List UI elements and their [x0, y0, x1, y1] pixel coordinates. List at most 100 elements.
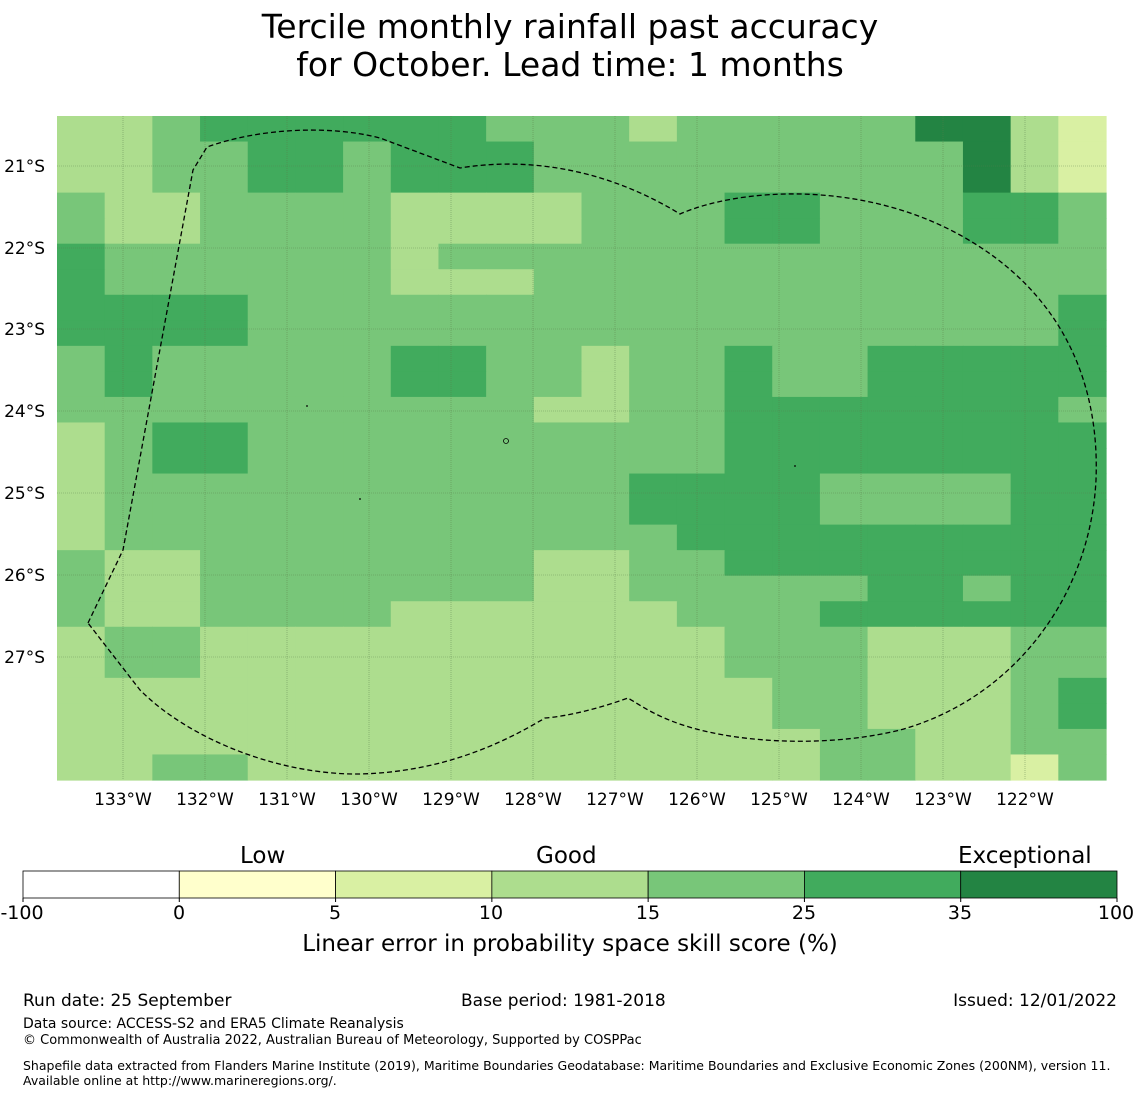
grid-cell: [247, 396, 297, 424]
grid-cell: [57, 371, 106, 398]
grid-cell: [104, 575, 153, 602]
grid-cell: [915, 550, 964, 577]
grid-cell: [1058, 550, 1107, 577]
grid-cell: [390, 243, 440, 270]
grid-cell: [629, 601, 678, 628]
grid-cell: [724, 703, 773, 730]
grid-cell: [1010, 652, 1059, 679]
grid-cell: [1010, 601, 1059, 628]
grid-cell: [1058, 422, 1107, 449]
grid-cell: [247, 422, 297, 449]
grid-cell: [581, 192, 630, 219]
grid-cell: [390, 269, 440, 296]
grid-cell: [247, 575, 297, 602]
grid-cell: [533, 652, 583, 679]
grid-cell: [819, 141, 869, 168]
grid-cell: [581, 141, 630, 168]
grid-cell: [152, 422, 201, 449]
grid-cell: [1058, 218, 1107, 245]
grid-cell: [438, 167, 487, 194]
grid-cell: [724, 524, 773, 551]
grid-cell: [1010, 218, 1059, 245]
grid-cell: [629, 754, 678, 781]
grid-cell: [295, 243, 344, 270]
grid-cell: [486, 550, 535, 577]
latitude-label: 22°S: [4, 239, 45, 259]
grid-cell: [915, 116, 964, 143]
grid-cell: [343, 728, 392, 756]
grid-cell: [533, 754, 583, 781]
longitude-label: 126°W: [668, 790, 726, 810]
grid-cell: [724, 294, 773, 321]
grid-cell: [1058, 448, 1107, 475]
grid-cell: [676, 473, 726, 500]
grid-cell: [200, 575, 249, 602]
grid-cell: [962, 524, 1012, 551]
grid-cell: [915, 269, 964, 296]
grid-cell: [772, 703, 821, 730]
grid-cell: [438, 422, 487, 449]
grid-cell: [676, 754, 726, 781]
grid-cell: [57, 422, 106, 449]
grid-cell: [581, 473, 630, 500]
grid-cell: [57, 243, 106, 270]
grid-cell: [486, 422, 535, 449]
grid-cell: [152, 269, 201, 296]
grid-cell: [295, 371, 344, 398]
grid-cell: [1058, 167, 1107, 194]
grid-cell: [724, 116, 773, 143]
grid-cell: [724, 422, 773, 449]
grid-cell: [772, 320, 821, 347]
grid-cell: [152, 575, 201, 602]
grid-cell: [152, 626, 201, 653]
grid-cell: [676, 192, 726, 219]
grid-cell: [390, 728, 440, 756]
grid-cell: [200, 320, 249, 347]
grid-cell: [438, 269, 487, 296]
grid-cell: [962, 294, 1012, 321]
grid-cell: [819, 422, 869, 449]
grid-cell: [247, 141, 297, 168]
grid-cell: [247, 320, 297, 347]
grid-cell: [772, 448, 821, 475]
copyright-notice: © Commonwealth of Australia 2022, Austra…: [23, 1033, 642, 1048]
grid-cell: [962, 243, 1012, 270]
grid-cell: [390, 116, 440, 143]
latitude-tick-labels: 21°S 22°S 23°S 24°S 25°S 26°S 27°S: [4, 157, 45, 668]
grid-cell: [343, 294, 392, 321]
grid-cell: [1010, 294, 1059, 321]
grid-cell: [867, 167, 916, 194]
grid-cell: [486, 499, 535, 526]
grid-cell: [1058, 626, 1107, 653]
grid-cell: [581, 754, 630, 781]
grid-cell: [533, 422, 583, 449]
chart-title-line-2: for October. Lead time: 1 months: [296, 45, 844, 84]
grid-cell: [915, 677, 964, 704]
grid-cell: [676, 448, 726, 475]
grid-cell: [200, 499, 249, 526]
grid-cell: [57, 703, 106, 730]
grid-cell: [390, 473, 440, 500]
grid-cell: [962, 422, 1012, 449]
grid-cell: [1058, 396, 1107, 424]
grid-cell: [390, 524, 440, 551]
grid-cell: [724, 269, 773, 296]
grid-cell: [724, 371, 773, 398]
grid-cell: [57, 550, 106, 577]
grid-cell: [867, 499, 916, 526]
skill-grid: [57, 116, 1107, 781]
grid-cell: [676, 728, 726, 756]
grid-cell: [915, 294, 964, 321]
grid-cell: [962, 269, 1012, 296]
grid-cell: [724, 499, 773, 526]
grid-cell: [629, 320, 678, 347]
grid-cell: [724, 652, 773, 679]
grid-cell: [724, 243, 773, 270]
grid-cell: [486, 345, 535, 372]
grid-cell: [104, 167, 153, 194]
grid-cell: [867, 243, 916, 270]
grid-cell: [962, 626, 1012, 653]
grid-cell: [343, 116, 392, 143]
grid-cell: [295, 345, 344, 372]
grid-cell: [867, 345, 916, 372]
